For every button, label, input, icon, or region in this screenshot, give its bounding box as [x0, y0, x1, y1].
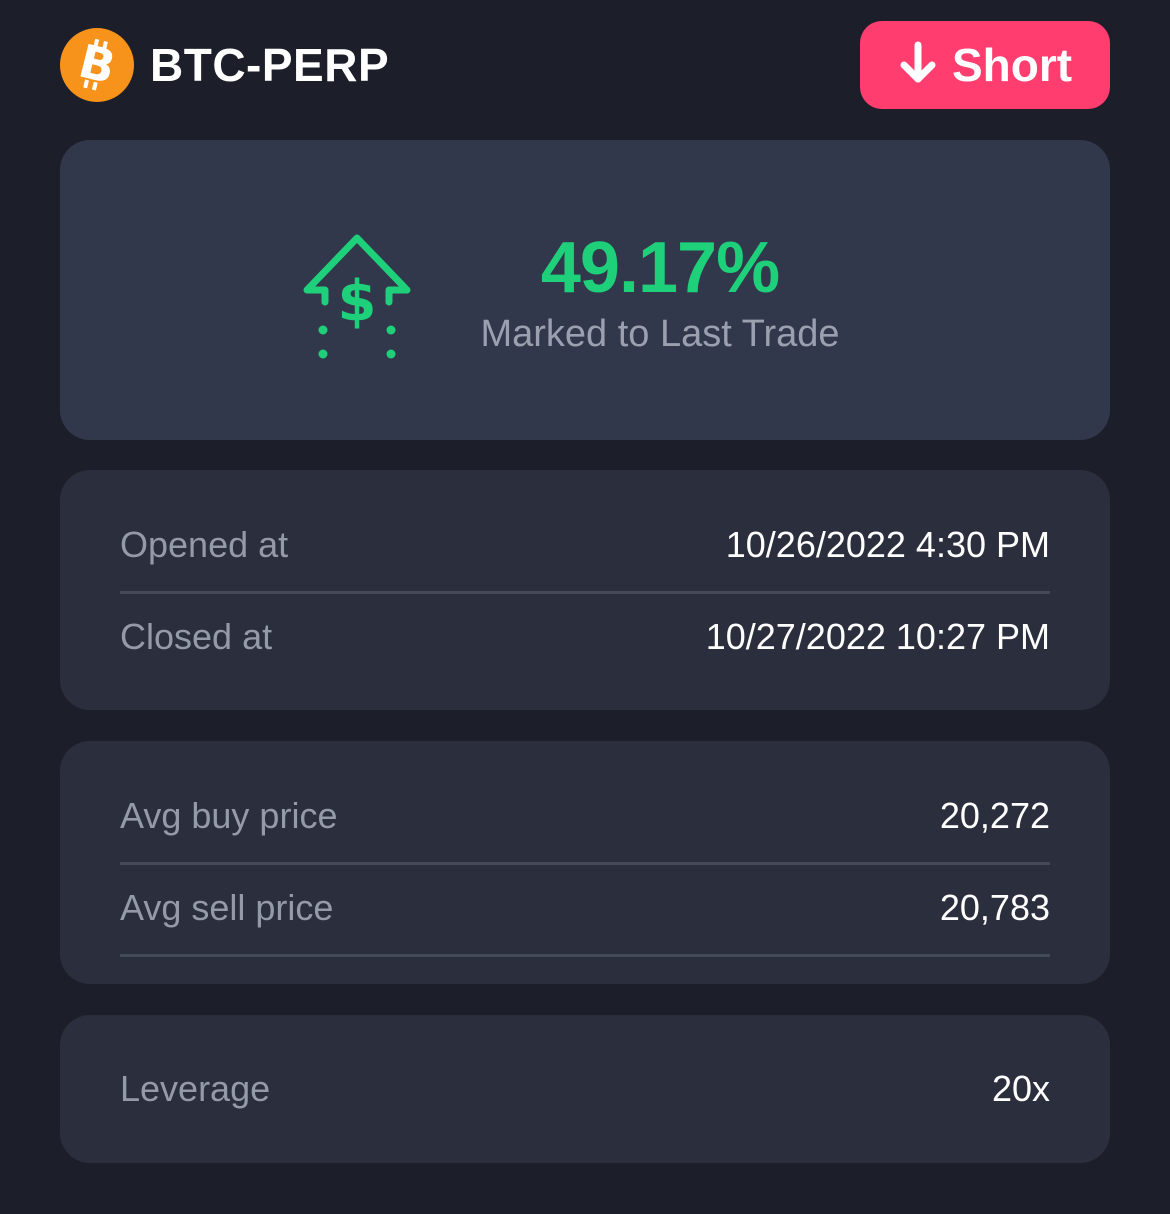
arrow-down-icon	[898, 41, 938, 90]
money-up-arrow-icon: $	[285, 218, 429, 362]
opened-at-label: Opened at	[120, 524, 289, 565]
closed-at-value: 10/27/2022 10:27 PM	[705, 616, 1050, 657]
header: B BTC-PERP Short	[60, 20, 1110, 110]
avg-sell-price-value: 20,783	[939, 887, 1050, 928]
closed-at-label: Closed at	[120, 616, 273, 657]
leverage-row: Leverage 20x	[120, 1043, 1050, 1135]
avg-buy-price-row: Avg buy price 20,272	[120, 770, 1050, 865]
pnl-caption: Marked to Last Trade	[480, 313, 840, 355]
avg-buy-price-value: 20,272	[939, 795, 1050, 836]
pair-title-group: B BTC-PERP	[60, 28, 389, 102]
opened-at-value: 10/26/2022 4:30 PM	[725, 524, 1050, 565]
bitcoin-icon: B	[60, 28, 134, 102]
short-button[interactable]: Short	[860, 21, 1110, 109]
leverage-card: Leverage 20x	[60, 1015, 1110, 1163]
closed-at-row: Closed at 10/27/2022 10:27 PM	[120, 591, 1050, 683]
pnl-text: 49.17% Marked to Last Trade	[460, 228, 860, 360]
times-card: Opened at 10/26/2022 4:30 PM Closed at 1…	[60, 470, 1110, 710]
short-button-label: Short	[951, 39, 1073, 91]
opened-at-row: Opened at 10/26/2022 4:30 PM	[120, 499, 1050, 594]
svg-text:$: $	[338, 269, 377, 334]
avg-buy-price-label: Avg buy price	[120, 795, 338, 836]
leverage-label: Leverage	[120, 1068, 271, 1109]
avg-sell-price-label: Avg sell price	[120, 887, 334, 928]
pnl-percentage: 49.17%	[540, 228, 780, 308]
prices-card: Avg buy price 20,272 Avg sell price 20,7…	[60, 741, 1110, 984]
leverage-value: 20x	[991, 1068, 1050, 1109]
avg-sell-price-row: Avg sell price 20,783	[120, 862, 1050, 957]
pnl-card: $ 49.17% Marked to Last Trade	[60, 140, 1110, 440]
pair-title: BTC-PERP	[150, 39, 390, 91]
